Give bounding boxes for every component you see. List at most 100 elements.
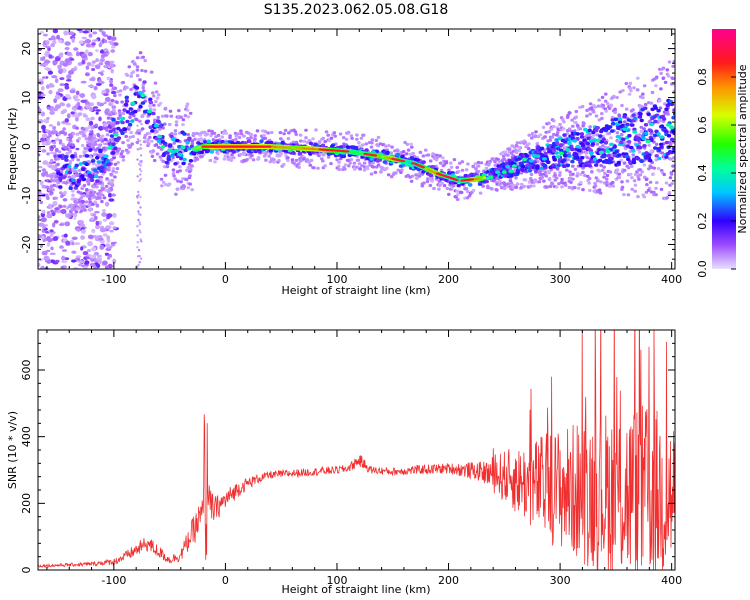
heatmap-cell [233,131,238,135]
heatmap-cell [48,134,52,138]
heatmap-cell [558,151,564,156]
heatmap-cell [98,62,104,66]
heatmap-cell [101,173,105,176]
heatmap-cell [638,112,643,116]
heatmap-cell [48,205,53,209]
heatmap-cell [57,154,63,158]
heatmap-cell [649,101,654,105]
heatmap-cell [136,195,139,198]
heatmap-cell [659,187,664,191]
heatmap-cell [111,124,115,128]
heatmap-cell [84,200,89,204]
y-tick-label: 0 [20,143,33,150]
heatmap-cell [426,153,431,157]
heatmap-cell [150,129,155,133]
heatmap-cell [529,172,534,177]
heatmap-cell [627,133,632,138]
heatmap-cell [99,227,107,233]
heatmap-cell [179,115,183,119]
heatmap-cell [373,170,378,174]
heatmap-cell [159,177,164,181]
heatmap-cell [659,145,664,149]
heatmap-cell [101,212,107,218]
heatmap-cell [633,189,637,193]
heatmap-cell [51,75,58,79]
colorbar-tick-label: 0.0 [696,260,709,278]
heatmap-cell [67,31,75,36]
heatmap-cell [110,98,115,103]
heatmap-cell [65,167,70,172]
heatmap-cell [99,239,106,244]
heatmap-cell [312,166,316,170]
heatmap-cell [636,138,641,142]
heatmap-cell [113,133,119,137]
heatmap-cell [76,257,81,261]
heatmap-cell [431,152,435,156]
heatmap-cell [72,197,79,201]
heatmap-cell [588,102,593,106]
heatmap-cell [38,91,41,96]
heatmap-cell [142,80,147,84]
heatmap-cell [505,164,511,169]
heatmap-cell [626,193,631,197]
heatmap-cell [154,90,159,94]
heatmap-cell [138,119,142,123]
heatmap-cell [456,170,461,174]
heatmap-cell [63,30,69,36]
heatmap-cell [148,97,153,102]
heatmap-cell [293,130,298,134]
heatmap-cell [100,139,105,143]
heatmap-cell [75,255,82,258]
heatmap-cell [665,68,670,72]
heatmap-cell [164,114,168,118]
heatmap-cell [137,248,141,252]
heatmap-cell [621,89,625,93]
heatmap-cell [109,158,114,162]
heatmap-cell [292,161,297,165]
heatmap-cell [108,129,114,133]
heatmap-cell [517,146,522,150]
heatmap-cell [425,180,430,184]
heatmap-cell [637,115,643,119]
heatmap-cell [46,249,51,253]
heatmap-cell [527,133,531,137]
heatmap-cell [182,185,187,189]
heatmap-cell [528,176,533,181]
heatmap-cell [441,156,445,160]
heatmap-cell [631,108,635,112]
heatmap-cell [91,68,96,71]
heatmap-cell [47,70,54,75]
heatmap-cell [501,170,507,174]
colorbar-tick-label: 0.2 [696,212,709,230]
heatmap-cell [304,136,308,140]
heatmap-cell [497,159,501,163]
heatmap-cell [87,197,92,201]
heatmap-cell [76,190,81,194]
heatmap-cell [643,102,648,107]
heatmap-cell [68,159,73,163]
heatmap-cell [131,134,135,139]
heatmap-cell [539,172,544,176]
heatmap-cell [54,130,58,134]
heatmap-cell [349,134,354,138]
heatmap-cell [98,143,103,147]
heatmap-cell [59,245,64,249]
heatmap-cell [104,184,109,188]
heatmap-cell [231,156,236,160]
heatmap-cell [329,162,333,166]
heatmap-cell [80,80,87,84]
heatmap-cell [481,184,485,188]
heatmap-cell [103,154,109,158]
heatmap-cell [136,201,140,204]
heatmap-cell [62,62,69,67]
heatmap-cell [224,131,229,135]
heatmap-cell [51,164,55,168]
heatmap-cell [152,94,156,98]
heatmap-cell [170,137,176,141]
heatmap-cell [130,101,136,106]
heatmap-cell [160,145,166,149]
heatmap-cell [53,209,58,213]
heatmap-cell [644,131,649,136]
heatmap-cell [50,246,54,251]
snr-x-axis-label: Height of straight line (km) [281,583,430,596]
